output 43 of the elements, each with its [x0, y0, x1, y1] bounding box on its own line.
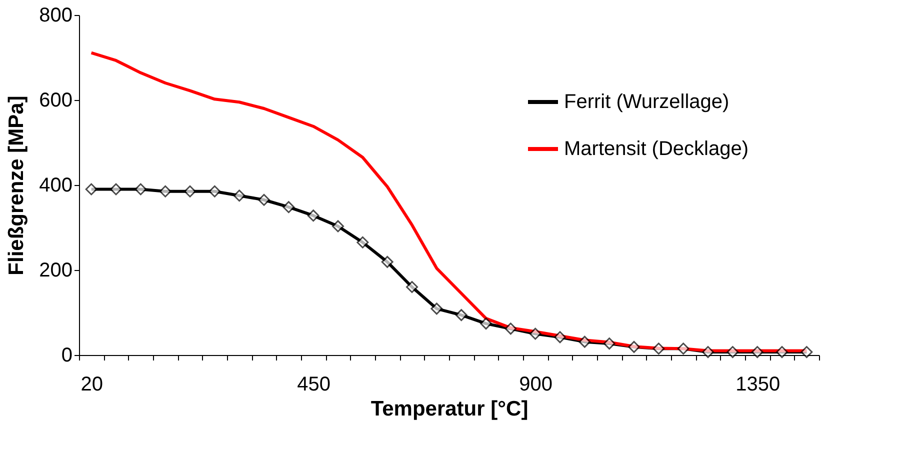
point: [110, 183, 122, 196]
point: [677, 342, 690, 355]
point: [480, 318, 492, 330]
point: [776, 346, 788, 358]
y-tick-label: 800: [39, 4, 72, 26]
point: [504, 322, 517, 335]
point: [751, 346, 764, 358]
point: [628, 340, 640, 353]
legend-label: Martensit (Decklage): [564, 138, 749, 160]
point: [726, 346, 739, 358]
point: [233, 190, 246, 202]
point: [208, 185, 221, 198]
point: [430, 302, 443, 315]
point: [356, 236, 369, 248]
point: [578, 336, 591, 348]
point: [702, 346, 714, 358]
x-tick-label: 450: [297, 374, 331, 396]
point: [603, 338, 616, 350]
y-tick-label: 200: [39, 260, 72, 282]
point: [406, 281, 418, 293]
legend-label: Ferrit (Wurzellage): [564, 91, 730, 113]
x-tick-label: 1350: [736, 374, 780, 396]
point: [554, 331, 566, 344]
point: [184, 185, 196, 198]
point: [800, 346, 813, 358]
y-axis-title: Fließgrenze [MPa]: [5, 96, 28, 276]
x-tick-label: 20: [80, 374, 103, 396]
point: [159, 185, 172, 198]
y-tick-label: 600: [39, 90, 72, 112]
point: [529, 328, 542, 340]
point: [307, 210, 320, 222]
point: [282, 201, 295, 214]
x-tick-label: 900: [519, 374, 553, 396]
point: [652, 342, 665, 355]
point: [85, 183, 98, 196]
x-axis-title: Temperatur [°C]: [370, 398, 528, 420]
point: [455, 309, 468, 322]
y-tick-label: 400: [39, 174, 72, 196]
point: [381, 256, 394, 268]
y-tick-label: 0: [61, 344, 72, 366]
point: [258, 194, 270, 206]
point: [332, 220, 344, 232]
point: [134, 183, 147, 196]
